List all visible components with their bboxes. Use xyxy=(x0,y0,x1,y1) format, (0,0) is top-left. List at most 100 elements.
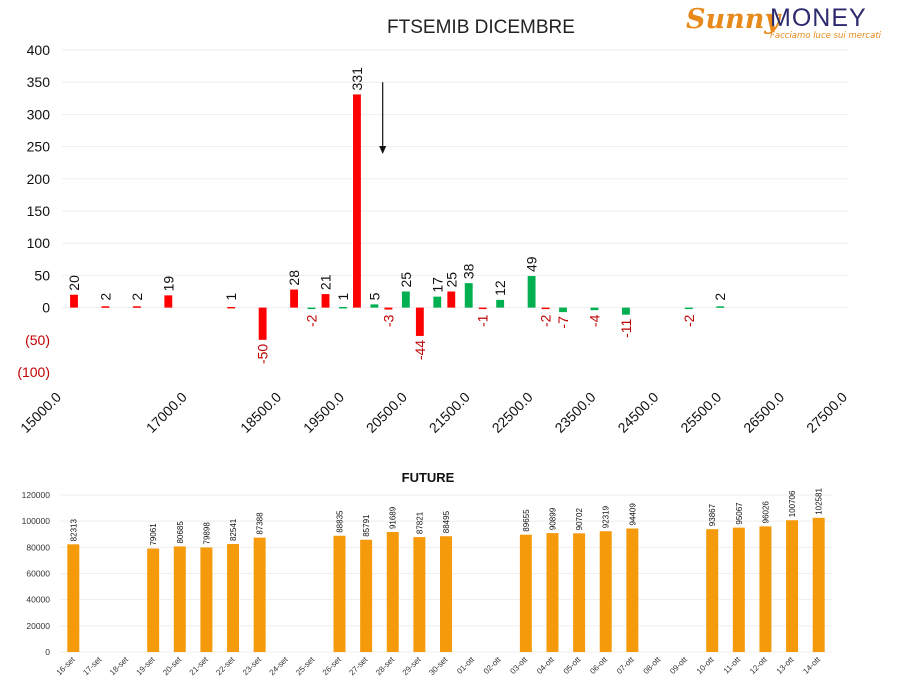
data-label: 38 xyxy=(461,263,477,279)
bar xyxy=(321,294,330,308)
bar xyxy=(541,307,550,310)
future-bar xyxy=(573,533,586,652)
x-tick-label: 22-set xyxy=(214,655,237,678)
bar xyxy=(227,306,236,309)
x-tick-label: 07-ott xyxy=(615,655,636,676)
data-label: -2 xyxy=(538,314,554,327)
bar xyxy=(132,306,141,308)
x-tick-label: 27-set xyxy=(347,655,370,678)
x-tick-label: 03-ott xyxy=(508,655,529,676)
data-label: 25 xyxy=(443,272,459,288)
y-tick-label: 120000 xyxy=(22,490,51,500)
data-label: 96026 xyxy=(761,501,770,524)
y-tick-label: 50 xyxy=(34,267,50,283)
x-tick-label: 17-set xyxy=(81,655,104,678)
y-tick-label: 40000 xyxy=(26,595,50,605)
y-tick-label: 150 xyxy=(27,203,51,219)
x-tick-label: 19-set xyxy=(135,655,158,678)
data-label: 88835 xyxy=(336,510,345,533)
future-bar xyxy=(732,527,745,652)
x-tick-label: 27500.0 xyxy=(803,389,850,436)
data-label: 88495 xyxy=(442,510,451,533)
future-bar xyxy=(599,531,612,652)
data-label: 93867 xyxy=(708,503,717,526)
data-label: 85791 xyxy=(362,514,371,537)
bar xyxy=(464,283,473,308)
future-title: FUTURE xyxy=(402,470,455,485)
bar xyxy=(621,307,630,315)
data-label: 20 xyxy=(66,275,82,291)
bar xyxy=(684,307,693,310)
x-tick-label: 23500.0 xyxy=(552,389,599,436)
x-tick-label: 15000.0 xyxy=(17,389,64,436)
future-bar xyxy=(67,544,80,652)
data-label: -4 xyxy=(586,314,602,327)
x-tick-label: 24-set xyxy=(268,655,291,678)
data-label: -3 xyxy=(380,314,396,327)
future-bar xyxy=(413,537,426,652)
y-tick-label: 250 xyxy=(27,139,51,155)
data-label: -7 xyxy=(555,316,571,329)
x-tick-label: 26-set xyxy=(321,655,344,678)
y-tick-label: (50) xyxy=(25,332,50,348)
logo-sunny-text: Sunny xyxy=(686,4,781,35)
bar xyxy=(164,295,173,308)
logo-tagline: Facciamo luce sui mercati xyxy=(770,31,882,41)
x-tick-label: 28-set xyxy=(374,655,397,678)
data-label: -2 xyxy=(304,314,320,327)
x-tick-label: 21500.0 xyxy=(426,389,473,436)
x-tick-label: 16-set xyxy=(55,655,78,678)
x-tick-label: 24500.0 xyxy=(614,389,661,436)
data-label: 79061 xyxy=(149,523,158,546)
y-tick-label: 60000 xyxy=(26,569,50,579)
data-label: 87821 xyxy=(415,511,424,534)
x-tick-label: 20500.0 xyxy=(363,389,410,436)
bar xyxy=(401,291,410,308)
x-tick-label: 18-set xyxy=(108,655,131,678)
bar xyxy=(415,307,424,336)
x-tick-label: 19500.0 xyxy=(300,389,347,436)
bar xyxy=(258,307,267,340)
bar xyxy=(70,294,78,308)
data-label: -11 xyxy=(618,318,634,337)
bar xyxy=(478,307,487,310)
data-label: 2 xyxy=(129,293,145,301)
bar xyxy=(716,306,725,308)
data-label: 89655 xyxy=(522,509,531,532)
future-bar xyxy=(147,548,160,652)
future-bar xyxy=(812,517,825,652)
x-tick-label: 14-ott xyxy=(801,655,822,676)
data-label: 79898 xyxy=(202,522,211,545)
data-label: 102581 xyxy=(815,488,824,515)
bar xyxy=(370,304,379,308)
x-tick-label: 02-ott xyxy=(482,655,503,676)
data-label: 49 xyxy=(524,256,540,272)
sunny-money-logo: Sunny MONEY Facciamo luce sui mercati xyxy=(684,4,894,42)
data-label: 1 xyxy=(223,293,239,301)
future-bar xyxy=(200,547,213,652)
data-label: 28 xyxy=(286,270,302,286)
data-label: 90702 xyxy=(575,508,584,531)
data-label: -1 xyxy=(475,314,491,327)
data-label: 12 xyxy=(492,280,508,296)
x-tick-label: 17000.0 xyxy=(143,389,190,436)
future-bar xyxy=(173,546,186,652)
y-tick-label: 0 xyxy=(42,300,50,316)
y-tick-label: 80000 xyxy=(26,542,50,552)
y-tick-label: (100) xyxy=(17,364,50,380)
data-label: 5 xyxy=(366,292,382,300)
data-label: -50 xyxy=(255,344,271,364)
logo-money-text: MONEY xyxy=(770,4,867,32)
x-tick-label: 04-ott xyxy=(535,655,556,676)
bar xyxy=(353,94,361,308)
bar xyxy=(384,307,393,310)
data-label: 87388 xyxy=(256,512,265,535)
data-label: 82313 xyxy=(69,519,78,542)
annotation-arrow-head xyxy=(379,146,387,155)
x-tick-label: 05-ott xyxy=(562,655,583,676)
x-tick-label: 12-ott xyxy=(748,655,769,676)
y-tick-label: 200 xyxy=(27,171,51,187)
data-label: -2 xyxy=(681,314,697,327)
chart-title: FTSEMIB DICEMBRE xyxy=(387,17,575,38)
future-bar xyxy=(386,532,399,652)
